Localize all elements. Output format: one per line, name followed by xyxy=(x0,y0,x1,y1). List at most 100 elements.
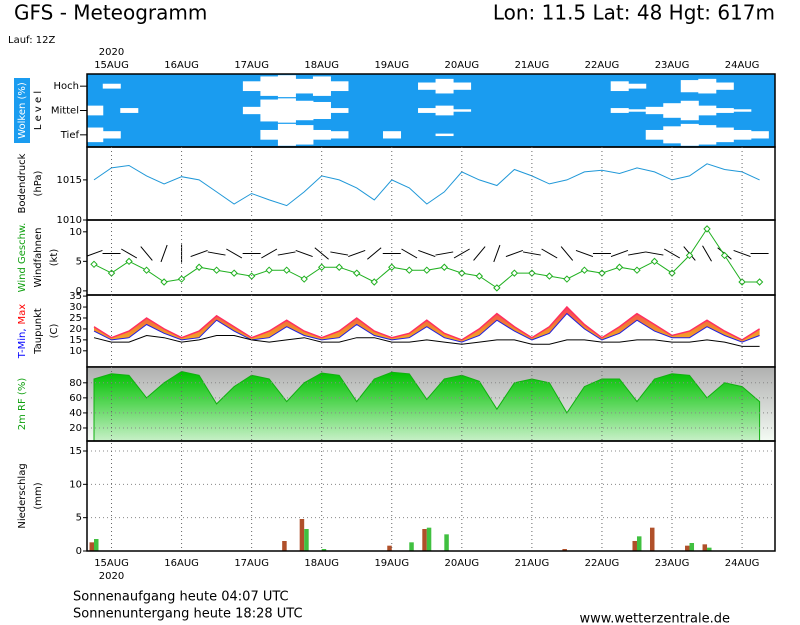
y-tick-label: 10 xyxy=(69,346,82,357)
y-tick-label: 60 xyxy=(69,393,82,404)
wind-marker xyxy=(650,257,659,266)
wind-barb xyxy=(702,245,712,262)
x-tick-label: 22AUG xyxy=(585,60,620,71)
y-tick-label: 15 xyxy=(69,446,82,457)
wind-barb xyxy=(435,251,454,256)
cloud-cell xyxy=(680,123,699,146)
temperature-line xyxy=(93,312,760,343)
wind-marker xyxy=(563,275,571,283)
precip-bar xyxy=(707,547,712,551)
cloud-cell xyxy=(453,109,472,112)
cloud-cell xyxy=(312,129,331,140)
y-axis-label: Wolken (%) xyxy=(17,82,28,139)
wind-marker xyxy=(475,272,484,280)
y-axis-label-part: (mm) xyxy=(33,482,44,509)
y-tick-label: 10 xyxy=(69,479,82,490)
y-tick-label: 25 xyxy=(69,313,82,324)
y-axis-label-part: Windfahnen xyxy=(33,228,44,288)
wind-marker xyxy=(160,278,168,286)
x-tick-label: 22AUG xyxy=(585,558,620,569)
wind-marker xyxy=(615,263,624,271)
y-axis-label-part: Niederschlag xyxy=(17,463,28,528)
source: www.wetterzentrale.de xyxy=(580,612,730,625)
x-tick-label: 18AUG xyxy=(304,558,339,569)
plot-area xyxy=(93,305,760,347)
precip-bar xyxy=(422,529,427,551)
x-tick-label: 15AUG xyxy=(94,558,129,569)
location: Lon: 11.5 Lat: 48 Hgt: 617m xyxy=(493,1,775,25)
y-axis-label: 2m RF (%) xyxy=(17,378,28,431)
wind-marker xyxy=(90,260,98,268)
wind-barb xyxy=(453,248,470,259)
cloud-cell xyxy=(330,81,349,92)
cloud-cell xyxy=(750,131,769,139)
wind-barb xyxy=(418,249,436,258)
precip-bar xyxy=(89,542,95,551)
y-axis-label: T-Min, Max xyxy=(17,304,28,359)
wind-barb xyxy=(330,251,349,256)
precip-bar xyxy=(636,536,642,551)
wind-marker xyxy=(580,266,589,274)
cloud-cell xyxy=(715,82,734,90)
x-tick-label: 21AUG xyxy=(515,60,550,71)
wind-marker xyxy=(370,278,378,286)
wind-marker xyxy=(265,266,273,274)
plot-area xyxy=(89,519,712,551)
y-axis-label-part: (hPa) xyxy=(33,170,44,196)
precip-bar xyxy=(702,544,708,551)
wind-marker xyxy=(353,269,361,277)
cloud-cell xyxy=(698,125,717,145)
y-tick-label: 1015 xyxy=(57,175,82,186)
level-label: Hoch xyxy=(54,81,79,92)
cloud-cell xyxy=(628,83,647,89)
panel-frame xyxy=(86,440,776,552)
cloud-cell xyxy=(663,126,682,144)
y-axis-label-part: Wind Geschw. xyxy=(17,223,28,293)
x-tick-label: 23AUG xyxy=(655,60,690,71)
x-tick-label: 23AUG xyxy=(655,558,690,569)
y-tick-label: 20 xyxy=(69,423,82,434)
y-tick-label: 10 xyxy=(69,227,82,238)
wind-barb xyxy=(493,244,501,263)
y-tick-label: 15 xyxy=(69,335,82,346)
cloud-cell xyxy=(102,83,121,89)
cloud-cell xyxy=(277,123,296,146)
cloud-cell xyxy=(330,108,349,113)
cloud-cell xyxy=(295,125,314,145)
wind-marker xyxy=(423,266,431,274)
wind-barb xyxy=(663,248,681,259)
cloud-cell xyxy=(435,78,454,94)
sunset: Sonnenuntergang heute 18:28 UTC xyxy=(73,607,303,622)
wind-marker xyxy=(405,266,413,274)
y-tick-label: 5 xyxy=(76,256,82,267)
y-axis-label-part: Taupunkt xyxy=(33,308,44,355)
cloud-cell xyxy=(733,109,752,112)
wind-barb xyxy=(87,249,103,257)
y-axis-label: (mm) xyxy=(33,482,44,509)
cloud-cell xyxy=(610,81,629,92)
precip-bar xyxy=(562,549,567,551)
wind-marker xyxy=(493,284,501,292)
wind-barb xyxy=(522,251,541,256)
wind-marker xyxy=(458,269,466,277)
cloud-cell xyxy=(295,78,314,94)
cloud-cell xyxy=(715,127,734,143)
label-box xyxy=(14,78,30,143)
cloud-cell xyxy=(330,131,349,139)
cloud-cell xyxy=(645,129,664,140)
x-tick-label: 15AUG xyxy=(94,60,129,71)
precip-bar xyxy=(387,545,392,551)
wind-marker xyxy=(440,263,449,271)
cloud-cell xyxy=(435,133,454,137)
cloud-cell xyxy=(435,105,454,116)
wind-marker xyxy=(738,278,746,286)
x-tick-label: 19AUG xyxy=(374,60,409,71)
cloud-cell xyxy=(383,131,402,139)
precip-bar xyxy=(685,545,690,551)
x-tick-label: 21AUG xyxy=(515,558,550,569)
y-axis-label: (hPa) xyxy=(33,170,44,196)
y-tick-label: 30 xyxy=(69,302,82,313)
cloud-cell xyxy=(645,106,664,115)
wind-barb xyxy=(348,249,366,258)
y-axis-label-part: L e v e l xyxy=(33,91,44,130)
